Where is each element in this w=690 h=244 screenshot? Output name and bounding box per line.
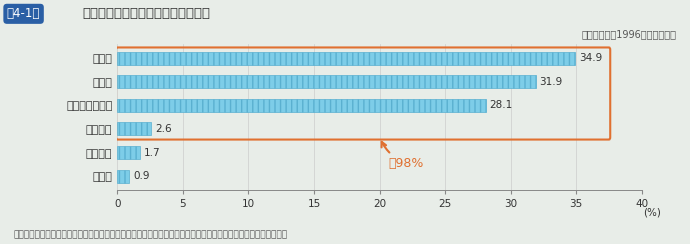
- Bar: [117, 122, 151, 135]
- Text: 2.6: 2.6: [155, 124, 172, 134]
- Text: 1.7: 1.7: [144, 148, 160, 158]
- Text: 31.9: 31.9: [540, 77, 562, 87]
- Text: （平成８年（1996年）１１月）: （平成８年（1996年）１１月）: [581, 29, 676, 39]
- Bar: [117, 170, 129, 183]
- Text: 0.9: 0.9: [133, 171, 150, 181]
- X-axis label: (%): (%): [643, 208, 661, 218]
- Text: 生き埋めや閉じ込められた際の救助: 生き埋めや閉じ込められた際の救助: [83, 7, 211, 20]
- Text: 34.9: 34.9: [579, 53, 602, 63]
- Text: 28.1: 28.1: [490, 100, 513, 110]
- Bar: [117, 99, 486, 112]
- Text: 第4-1図: 第4-1図: [7, 7, 40, 20]
- Bar: [117, 51, 575, 65]
- Bar: [117, 146, 139, 159]
- Text: （出典）　社団法人　日本火災学会「兵庫県南部地震における火災に関する調査報告書」（標本調査、神戸市内）: （出典） 社団法人 日本火災学会「兵庫県南部地震における火災に関する調査報告書」…: [14, 230, 288, 239]
- Text: 綔98%: 綔98%: [382, 142, 424, 170]
- Bar: [117, 75, 535, 88]
